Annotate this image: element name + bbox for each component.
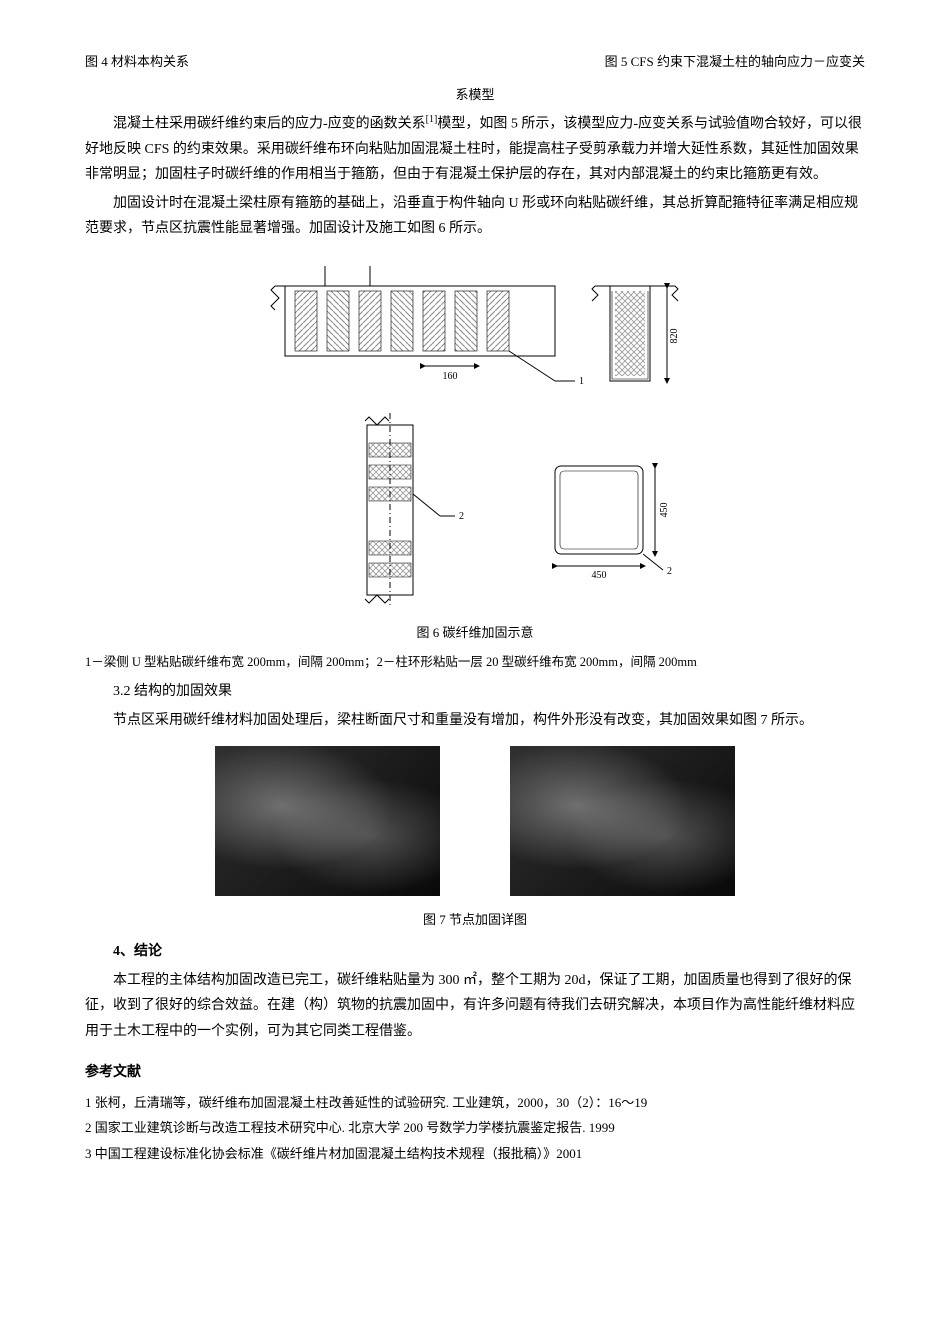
- citation-mark: [1]: [426, 114, 438, 125]
- heading-3-2: 3.2 结构的加固效果: [85, 679, 865, 704]
- paragraph-3: 节点区采用碳纤维材料加固处理后，梁柱断面尺寸和重量没有增加，构件外形没有改变，其…: [85, 708, 865, 733]
- col-section-w: 450: [592, 570, 607, 581]
- beam-dim-label: 160: [443, 371, 458, 382]
- col-section-h: 450: [659, 503, 670, 518]
- reference-1: 1 张柯，丘清瑞等，碳纤维布加固混凝土柱改善延性的试验研究. 工业建筑，2000…: [85, 1091, 865, 1114]
- para1-part-a: 混凝土柱采用碳纤维约束后的应力-应变的函数关系: [113, 116, 426, 131]
- caption-fig7: 图 7 节点加固详图: [85, 908, 865, 931]
- caption-row-fig4-fig5: 图 4 材料本构关系 图 5 CFS 约束下混凝土柱的轴向应力－应变关: [85, 50, 865, 73]
- paragraph-1: 混凝土柱采用碳纤维约束后的应力-应变的函数关系[1]模型，如图 5 所示，该模型…: [85, 111, 865, 187]
- reference-2: 2 国家工业建筑诊断与改造工程技术研究中心. 北京大学 200 号数学力学楼抗震…: [85, 1116, 865, 1139]
- paragraph-2: 加固设计时在混凝土梁柱原有箍筋的基础上，沿垂直于构件轴向 U 形或环向粘贴碳纤维…: [85, 191, 865, 241]
- photo-joint-left: [215, 746, 440, 896]
- caption-fig6: 图 6 碳纤维加固示意: [85, 621, 865, 644]
- caption-fig5-cont: 系模型: [85, 83, 865, 106]
- figure-6-diagram: 160 1 820 2: [255, 251, 695, 611]
- references-heading: 参考文献: [85, 1060, 865, 1085]
- beam-section-h: 820: [669, 329, 680, 344]
- reference-3: 3 中国工程建设标准化协会标准《碳纤维片材加固混凝土结构技术规程（报批稿）》20…: [85, 1142, 865, 1165]
- col-section-r: 2: [667, 566, 672, 577]
- column-cross-section: 450 450 2: [555, 466, 672, 581]
- column-callout-2: 2: [459, 511, 464, 522]
- caption-fig5: 图 5 CFS 约束下混凝土柱的轴向应力－应变关: [605, 50, 865, 73]
- figure-7-photos: [85, 746, 865, 896]
- caption-fig6-note: 1－梁侧 U 型粘贴碳纤维布宽 200mm，间隔 200mm；2－柱环形粘贴一层…: [85, 651, 865, 674]
- heading-3-2-text: 3.2 结构的加固效果: [113, 684, 232, 699]
- caption-fig4: 图 4 材料本构关系: [85, 50, 189, 73]
- heading-4-text: 4、结论: [113, 944, 162, 959]
- beam-elevation: 160 1: [271, 266, 584, 387]
- photo-joint-right: [510, 746, 735, 896]
- beam-cross-section: 820: [592, 286, 680, 381]
- paragraph-4: 本工程的主体结构加固改造已完工，碳纤维粘贴量为 300 ㎡，整个工期为 20d，…: [85, 968, 865, 1044]
- column-elevation: 2: [365, 413, 464, 607]
- beam-callout-1: 1: [579, 376, 584, 387]
- heading-4: 4、结论: [85, 939, 865, 964]
